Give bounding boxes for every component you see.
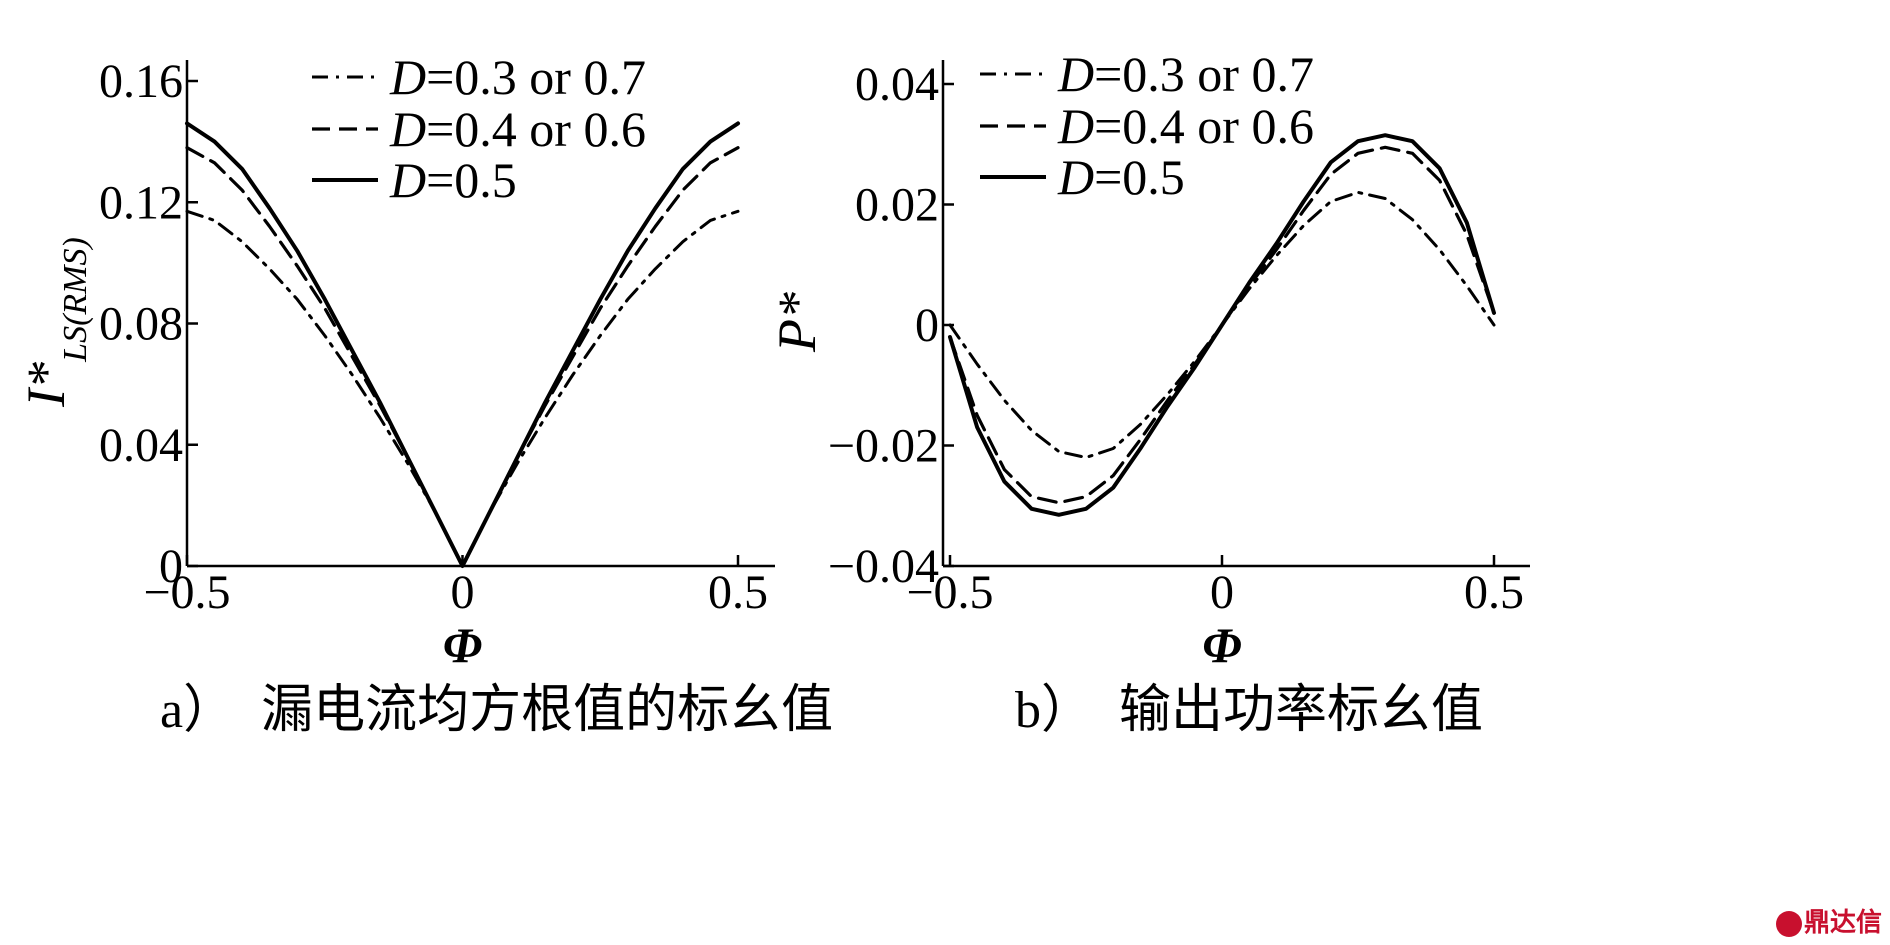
legend-label-var: D (1057, 98, 1094, 154)
legend-label-value: =0.4 or 0.6 (426, 101, 646, 157)
x-tick-label: 0.5 (708, 566, 768, 619)
y-axis-title: I*LS(RMS) (16, 237, 94, 408)
watermark: 鼎达信 (1775, 902, 1882, 939)
legend-label-var: D (389, 49, 426, 105)
y-tick-label: 0.12 (99, 176, 183, 229)
legend-label-var: D (389, 101, 426, 157)
y-tick-label: 0.04 (855, 58, 939, 111)
y-tick-label: 0.04 (99, 419, 183, 472)
x-tick-label: −0.5 (906, 566, 993, 619)
watermark-text: 鼎达信 (1803, 908, 1882, 938)
legend-label-var: D (389, 152, 426, 208)
legend-label-value: =0.3 or 0.7 (426, 49, 646, 105)
legend-label: D=0.5 (1057, 149, 1185, 205)
y-axis-title-subscript: LS(RMS) (57, 237, 94, 363)
x-tick-label: 0 (1210, 566, 1234, 619)
legend-label: D=0.3 or 0.7 (389, 49, 646, 105)
legend-label-value: =0.5 (1094, 149, 1185, 205)
legend-label: D=0.5 (389, 152, 517, 208)
x-axis-title: Φ (443, 617, 482, 673)
legend-label: D=0.4 or 0.6 (1057, 98, 1314, 154)
x-tick-label: 0 (451, 566, 475, 619)
y-tick-label: 0.16 (99, 55, 183, 108)
legend-label-var: D (1057, 46, 1094, 102)
x-tick-label: −0.5 (143, 566, 230, 619)
x-axis-title: Φ (1202, 617, 1241, 673)
chart-panel-b: −0.04 −0.02 0 0.02 0.04 −0.5 0 0.5 Φ P* D=0.3 or 0… (767, 46, 1530, 739)
series-line-solid (185, 121, 740, 568)
y-axis-title-main: I* (16, 362, 76, 408)
y-tick-label: −0.02 (828, 420, 939, 473)
y-tick-label: 0 (915, 299, 939, 352)
y-tick-label: 0.08 (99, 298, 183, 351)
series-line-dashdot (185, 209, 740, 568)
legend-label: D=0.3 or 0.7 (1057, 46, 1314, 102)
y-tick-label: 0.02 (855, 179, 939, 232)
y-tick-label: −0.04 (828, 540, 939, 593)
legend-label: D=0.4 or 0.6 (389, 101, 646, 157)
y-axis-title: P* (767, 292, 827, 353)
panel-caption: a） 漏电流均方根值的标幺值 (160, 682, 833, 739)
legend-label-var: D (1057, 149, 1094, 205)
series-line-dashed (185, 146, 740, 568)
series-line-solid (948, 133, 1496, 517)
watermark-logo-icon (1775, 910, 1802, 937)
y-tick-label: 0 (159, 540, 183, 593)
y-axis-title-main: P* (767, 292, 827, 353)
panel-caption: b） 输出功率标幺值 (1015, 682, 1483, 739)
x-tick-label: 0.5 (1464, 566, 1524, 619)
legend-label-value: =0.5 (426, 152, 517, 208)
chart-panel-a: 00.040.080.120.16−0.5 0 0.5ΦI*LS(RMS)D=0.3… (16, 49, 833, 739)
legend-label-value: =0.4 or 0.6 (1094, 98, 1314, 154)
legend-label-value: =0.3 or 0.7 (1094, 46, 1314, 102)
